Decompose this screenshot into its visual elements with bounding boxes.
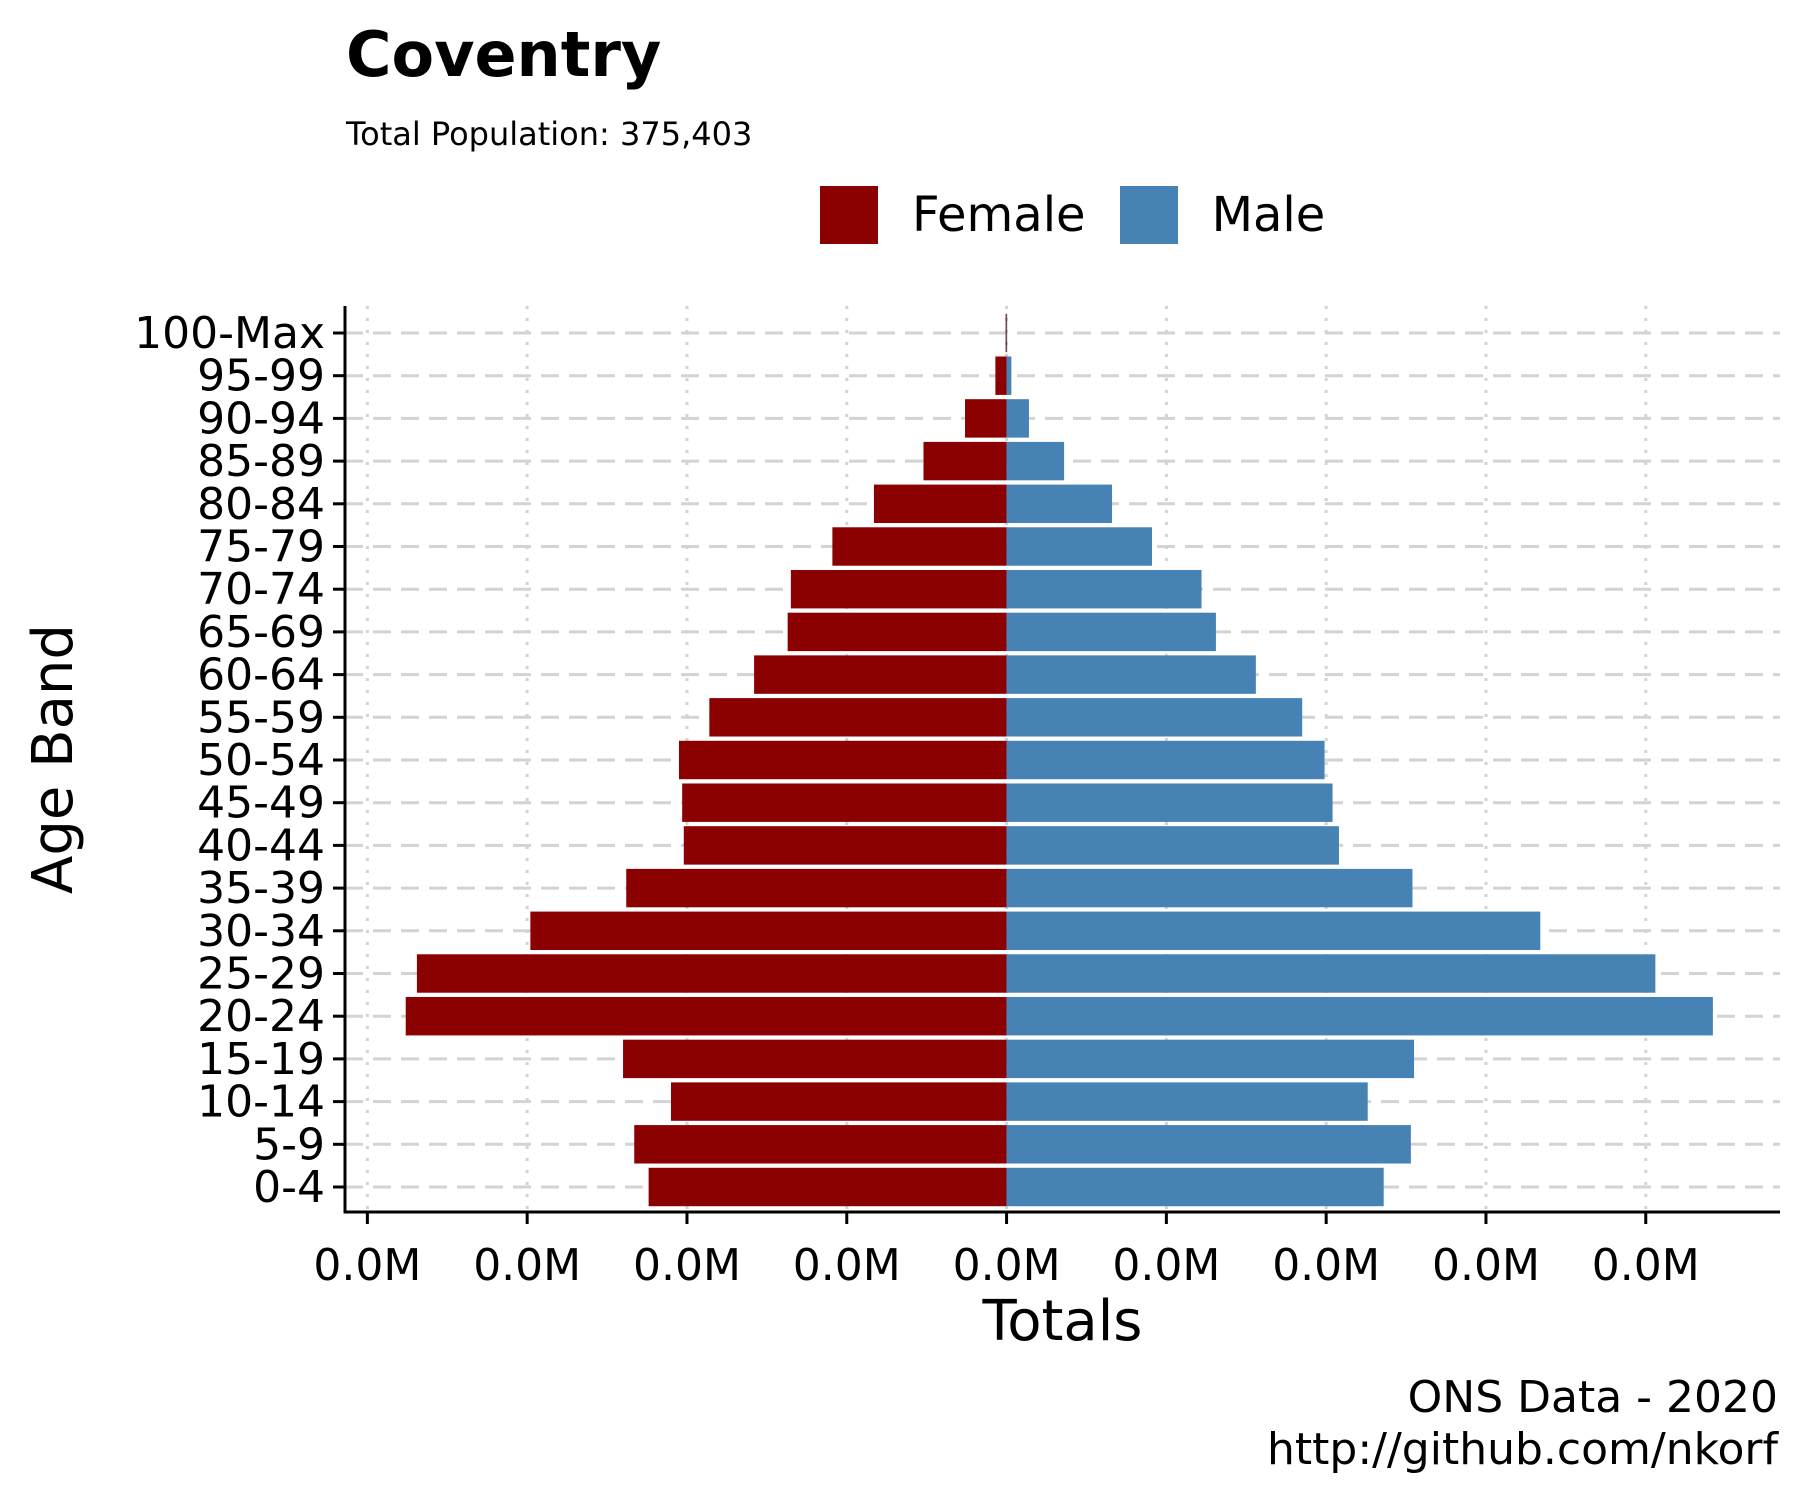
bar-female: [682, 783, 1007, 822]
x-tick-label: 0.0M: [313, 1240, 421, 1291]
bar-male: [1006, 569, 1202, 609]
bar-male: [1006, 868, 1413, 908]
bar-male: [1006, 399, 1029, 438]
y-tick-label: 40-44: [197, 820, 325, 871]
caption-line-source: ONS Data - 2020: [1407, 1372, 1778, 1423]
bar-female: [832, 527, 1007, 566]
bar-female: [626, 868, 1007, 908]
y-tick-label: 15-19: [197, 1034, 325, 1085]
y-tick-label: 100-Max: [134, 308, 325, 359]
bar-female: [683, 826, 1007, 865]
legend-label-female: Female: [912, 187, 1086, 243]
x-tick-label: 0.0M: [1432, 1240, 1540, 1291]
x-tick-label: 0.0M: [1592, 1240, 1700, 1291]
bar-male: [1006, 1082, 1368, 1121]
y-tick-label: 35-39: [197, 863, 325, 914]
y-tick-label: 95-99: [197, 351, 325, 402]
bar-male: [1006, 612, 1216, 652]
bar-male: [1006, 527, 1152, 566]
bar-female: [873, 484, 1007, 524]
legend-label-male: Male: [1211, 187, 1326, 243]
bar-male: [1006, 1125, 1411, 1164]
y-tick-label: 50-54: [197, 735, 325, 786]
bar-female: [790, 569, 1007, 609]
bar-male: [1006, 655, 1256, 694]
bar-male: [1006, 911, 1541, 951]
bar-female: [787, 612, 1007, 652]
bar-male: [1006, 698, 1303, 737]
legend-swatch-male: [1119, 186, 1178, 244]
axis-labels: 0-45-910-1415-1920-2425-2930-3435-3940-4…: [21, 308, 1700, 1354]
bar-female: [623, 1039, 1007, 1079]
bar-female: [670, 1082, 1007, 1121]
bar-male: [1006, 740, 1325, 780]
bars: [405, 313, 1713, 1207]
y-tick-label: 70-74: [197, 564, 325, 615]
bar-male: [1006, 1167, 1384, 1207]
y-tick-label: 30-34: [197, 906, 325, 957]
bar-female: [634, 1125, 1007, 1164]
y-tick-label: 55-59: [197, 692, 325, 743]
y-tick-label: 45-49: [197, 778, 325, 829]
bar-female: [416, 954, 1007, 993]
bar-female: [995, 356, 1007, 395]
caption: ONS Data - 2020 http://github.com/nkorf: [1267, 1372, 1778, 1476]
y-tick-label: 80-84: [197, 479, 325, 530]
bar-male: [1006, 313, 1008, 353]
bar-female: [678, 740, 1007, 780]
bar-male: [1006, 996, 1713, 1036]
bar-female: [965, 399, 1007, 438]
legend-item-female: Female: [820, 186, 1086, 244]
caption-line-url: http://github.com/nkorf: [1267, 1424, 1778, 1475]
chart-subtitle: Total Population: 375,403: [346, 115, 753, 153]
y-tick-label: 85-89: [197, 436, 325, 487]
bar-female: [923, 441, 1007, 481]
y-tick-label: 0-4: [253, 1162, 325, 1213]
bar-female: [754, 655, 1007, 694]
y-axis-title: Age Band: [21, 624, 86, 894]
bar-male: [1006, 441, 1065, 481]
y-tick-label: 90-94: [197, 393, 325, 444]
y-tick-label: 5-9: [253, 1119, 325, 1170]
bar-female: [1005, 313, 1007, 353]
x-tick-label: 0.0M: [793, 1240, 901, 1291]
x-tick-label: 0.0M: [1272, 1240, 1380, 1291]
bar-female: [530, 911, 1007, 951]
bar-female: [405, 996, 1007, 1036]
y-tick-label: 10-14: [197, 1077, 325, 1128]
bar-female: [648, 1167, 1007, 1207]
bar-male: [1006, 783, 1333, 822]
legend-item-male: Male: [1119, 186, 1326, 244]
y-tick-label: 60-64: [197, 650, 325, 701]
x-axis-title: Totals: [982, 1289, 1143, 1354]
chart-title: Coventry: [346, 18, 662, 91]
x-tick-label: 0.0M: [633, 1240, 741, 1291]
bar-male: [1006, 356, 1012, 395]
y-tick-label: 75-79: [197, 522, 325, 573]
bar-male: [1006, 1039, 1415, 1079]
axes: [333, 306, 1780, 1224]
bar-female: [709, 698, 1007, 737]
y-tick-label: 65-69: [197, 607, 325, 658]
bar-male: [1006, 826, 1339, 865]
legend: Female Male: [820, 186, 1359, 244]
legend-swatch-female: [820, 186, 878, 244]
x-tick-label: 0.0M: [1112, 1240, 1220, 1291]
bar-male: [1006, 954, 1656, 993]
x-tick-label: 0.0M: [473, 1240, 581, 1291]
y-tick-label: 20-24: [197, 991, 325, 1042]
y-tick-label: 25-29: [197, 949, 325, 1000]
x-tick-label: 0.0M: [953, 1240, 1061, 1291]
bar-male: [1006, 484, 1113, 524]
